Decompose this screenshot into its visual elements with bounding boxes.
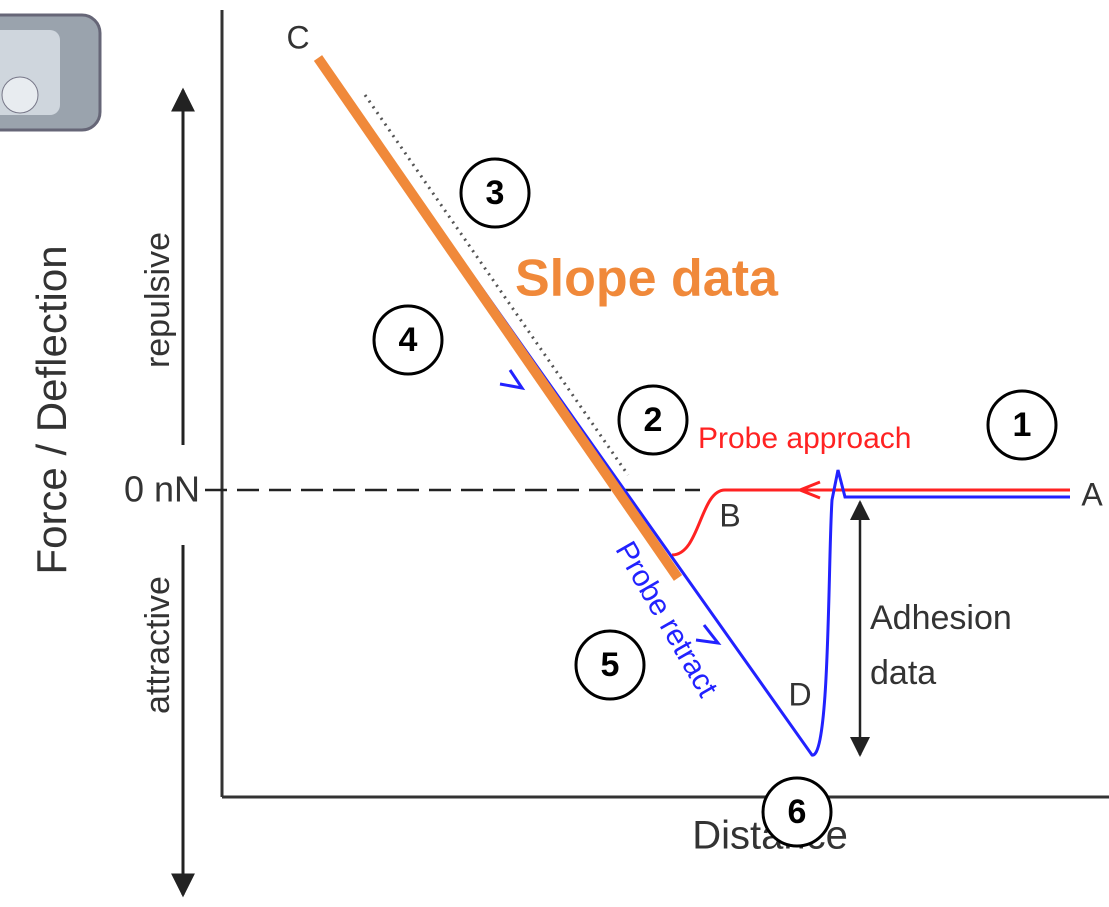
approach-label: Probe approach	[698, 422, 912, 455]
step: 3	[459, 157, 531, 229]
y-axis-label: Force / Deflection	[28, 245, 75, 574]
step-number: 5	[601, 646, 620, 684]
retract-arrow	[695, 624, 722, 645]
approach-curve	[671, 488, 1070, 557]
approach-arrow	[795, 480, 821, 500]
step: 6	[761, 776, 833, 848]
step: 2	[617, 384, 689, 456]
point-label: B	[719, 497, 740, 533]
slope-label: Slope data	[515, 250, 779, 308]
point-label: C	[286, 19, 309, 55]
step: 1	[986, 389, 1058, 461]
point-label: A	[1081, 476, 1103, 512]
step: 5	[574, 629, 646, 701]
zero-label: 0 nN	[124, 469, 200, 510]
step-number: 3	[486, 174, 505, 212]
step-number: 6	[788, 793, 807, 831]
retract-arrow	[499, 369, 526, 391]
slope-line	[313, 55, 683, 581]
adhesion-label: data	[870, 654, 936, 692]
point-label: D	[788, 676, 811, 712]
step-number: 4	[399, 321, 418, 359]
dotted-line	[363, 94, 630, 476]
adhesion-label: Adhesion	[870, 599, 1012, 637]
step-number: 2	[644, 401, 663, 439]
attractive-label: attractive	[139, 576, 177, 714]
step-number: 1	[1013, 406, 1032, 444]
retract-curve	[318, 59, 1070, 757]
step: 4	[372, 304, 444, 376]
camera-icon	[0, 13, 102, 132]
repulsive-label: repulsive	[139, 232, 177, 368]
